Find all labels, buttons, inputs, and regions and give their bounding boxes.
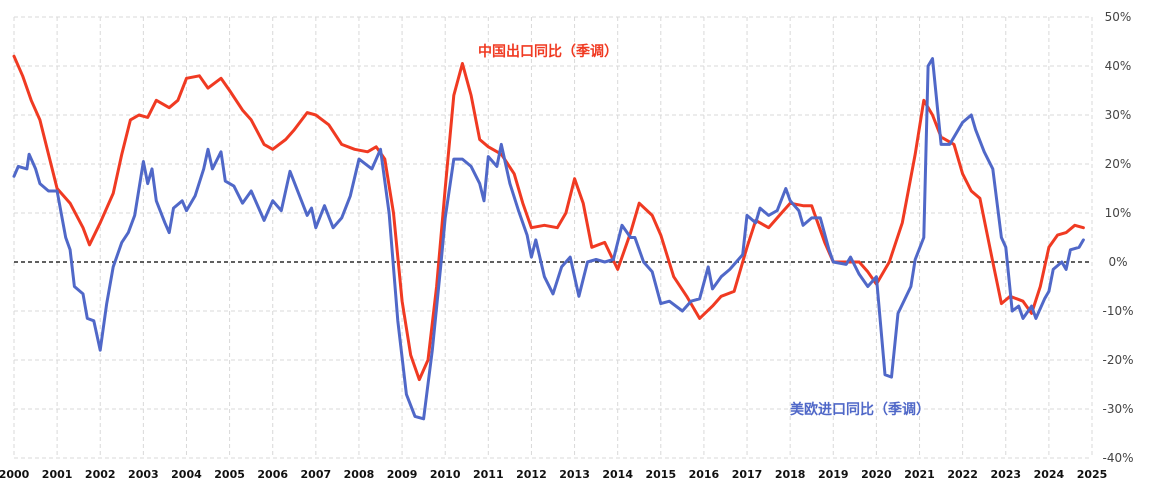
x-tick-label: 2017	[732, 468, 763, 481]
y-axis: 50% 40% 30% 20% 10% 0% -10% -20% -30% -40%	[1102, 10, 1133, 465]
x-tick-label: 2016	[689, 468, 720, 481]
x-tick-label: 2005	[214, 468, 245, 481]
y-tick-label: -30%	[1102, 402, 1133, 416]
x-tick-label: 2021	[904, 468, 935, 481]
y-tick-label: -10%	[1102, 304, 1133, 318]
y-tick-label: 0%	[1108, 255, 1127, 269]
x-tick-label: 2015	[645, 468, 676, 481]
series-lines	[12, 54, 1085, 421]
x-tick-label: 2018	[775, 468, 806, 481]
x-tick-label: 2011	[473, 468, 504, 481]
x-tick-label: 2008	[344, 468, 375, 481]
y-tick-label: -20%	[1102, 353, 1133, 367]
x-tick-label: 2024	[1034, 468, 1065, 481]
x-tick-label: 2001	[42, 468, 73, 481]
y-tick-label: 30%	[1105, 108, 1132, 122]
x-tick-label: 2023	[990, 468, 1021, 481]
x-tick-label: 2004	[171, 468, 202, 481]
x-tick-label: 2025	[1077, 468, 1108, 481]
x-tick-label: 2000	[0, 468, 30, 481]
x-tick-label: 2009	[387, 468, 418, 481]
x-tick-label: 2022	[947, 468, 978, 481]
y-tick-label: 10%	[1105, 206, 1132, 220]
x-tick-label: 2006	[257, 468, 288, 481]
y-tick-label: 40%	[1105, 59, 1132, 73]
x-tick-label: 2003	[128, 468, 159, 481]
series-line-us-eu-imports	[12, 57, 1085, 421]
x-tick-label: 2010	[430, 468, 461, 481]
annotation-us-eu-imports: 美欧进口同比（季调）	[790, 401, 930, 418]
x-tick-label: 2013	[559, 468, 590, 481]
series-line-china-exports	[12, 54, 1085, 382]
y-tick-label: -40%	[1102, 451, 1133, 465]
y-tick-label: 20%	[1105, 157, 1132, 171]
x-tick-label: 2012	[516, 468, 547, 481]
y-tick-label: 50%	[1105, 10, 1132, 24]
grid	[13, 16, 1093, 459]
x-tick-label: 2007	[301, 468, 332, 481]
x-tick-label: 2019	[818, 468, 849, 481]
x-tick-label: 2020	[861, 468, 892, 481]
annotation-china-exports: 中国出口同比（季调）	[478, 43, 618, 60]
x-tick-label: 2014	[602, 468, 633, 481]
x-tick-label: 2002	[85, 468, 116, 481]
x-axis: 2000 2001 2002 2003 2004 2005 2006 2007 2008 2009…	[0, 468, 1107, 481]
